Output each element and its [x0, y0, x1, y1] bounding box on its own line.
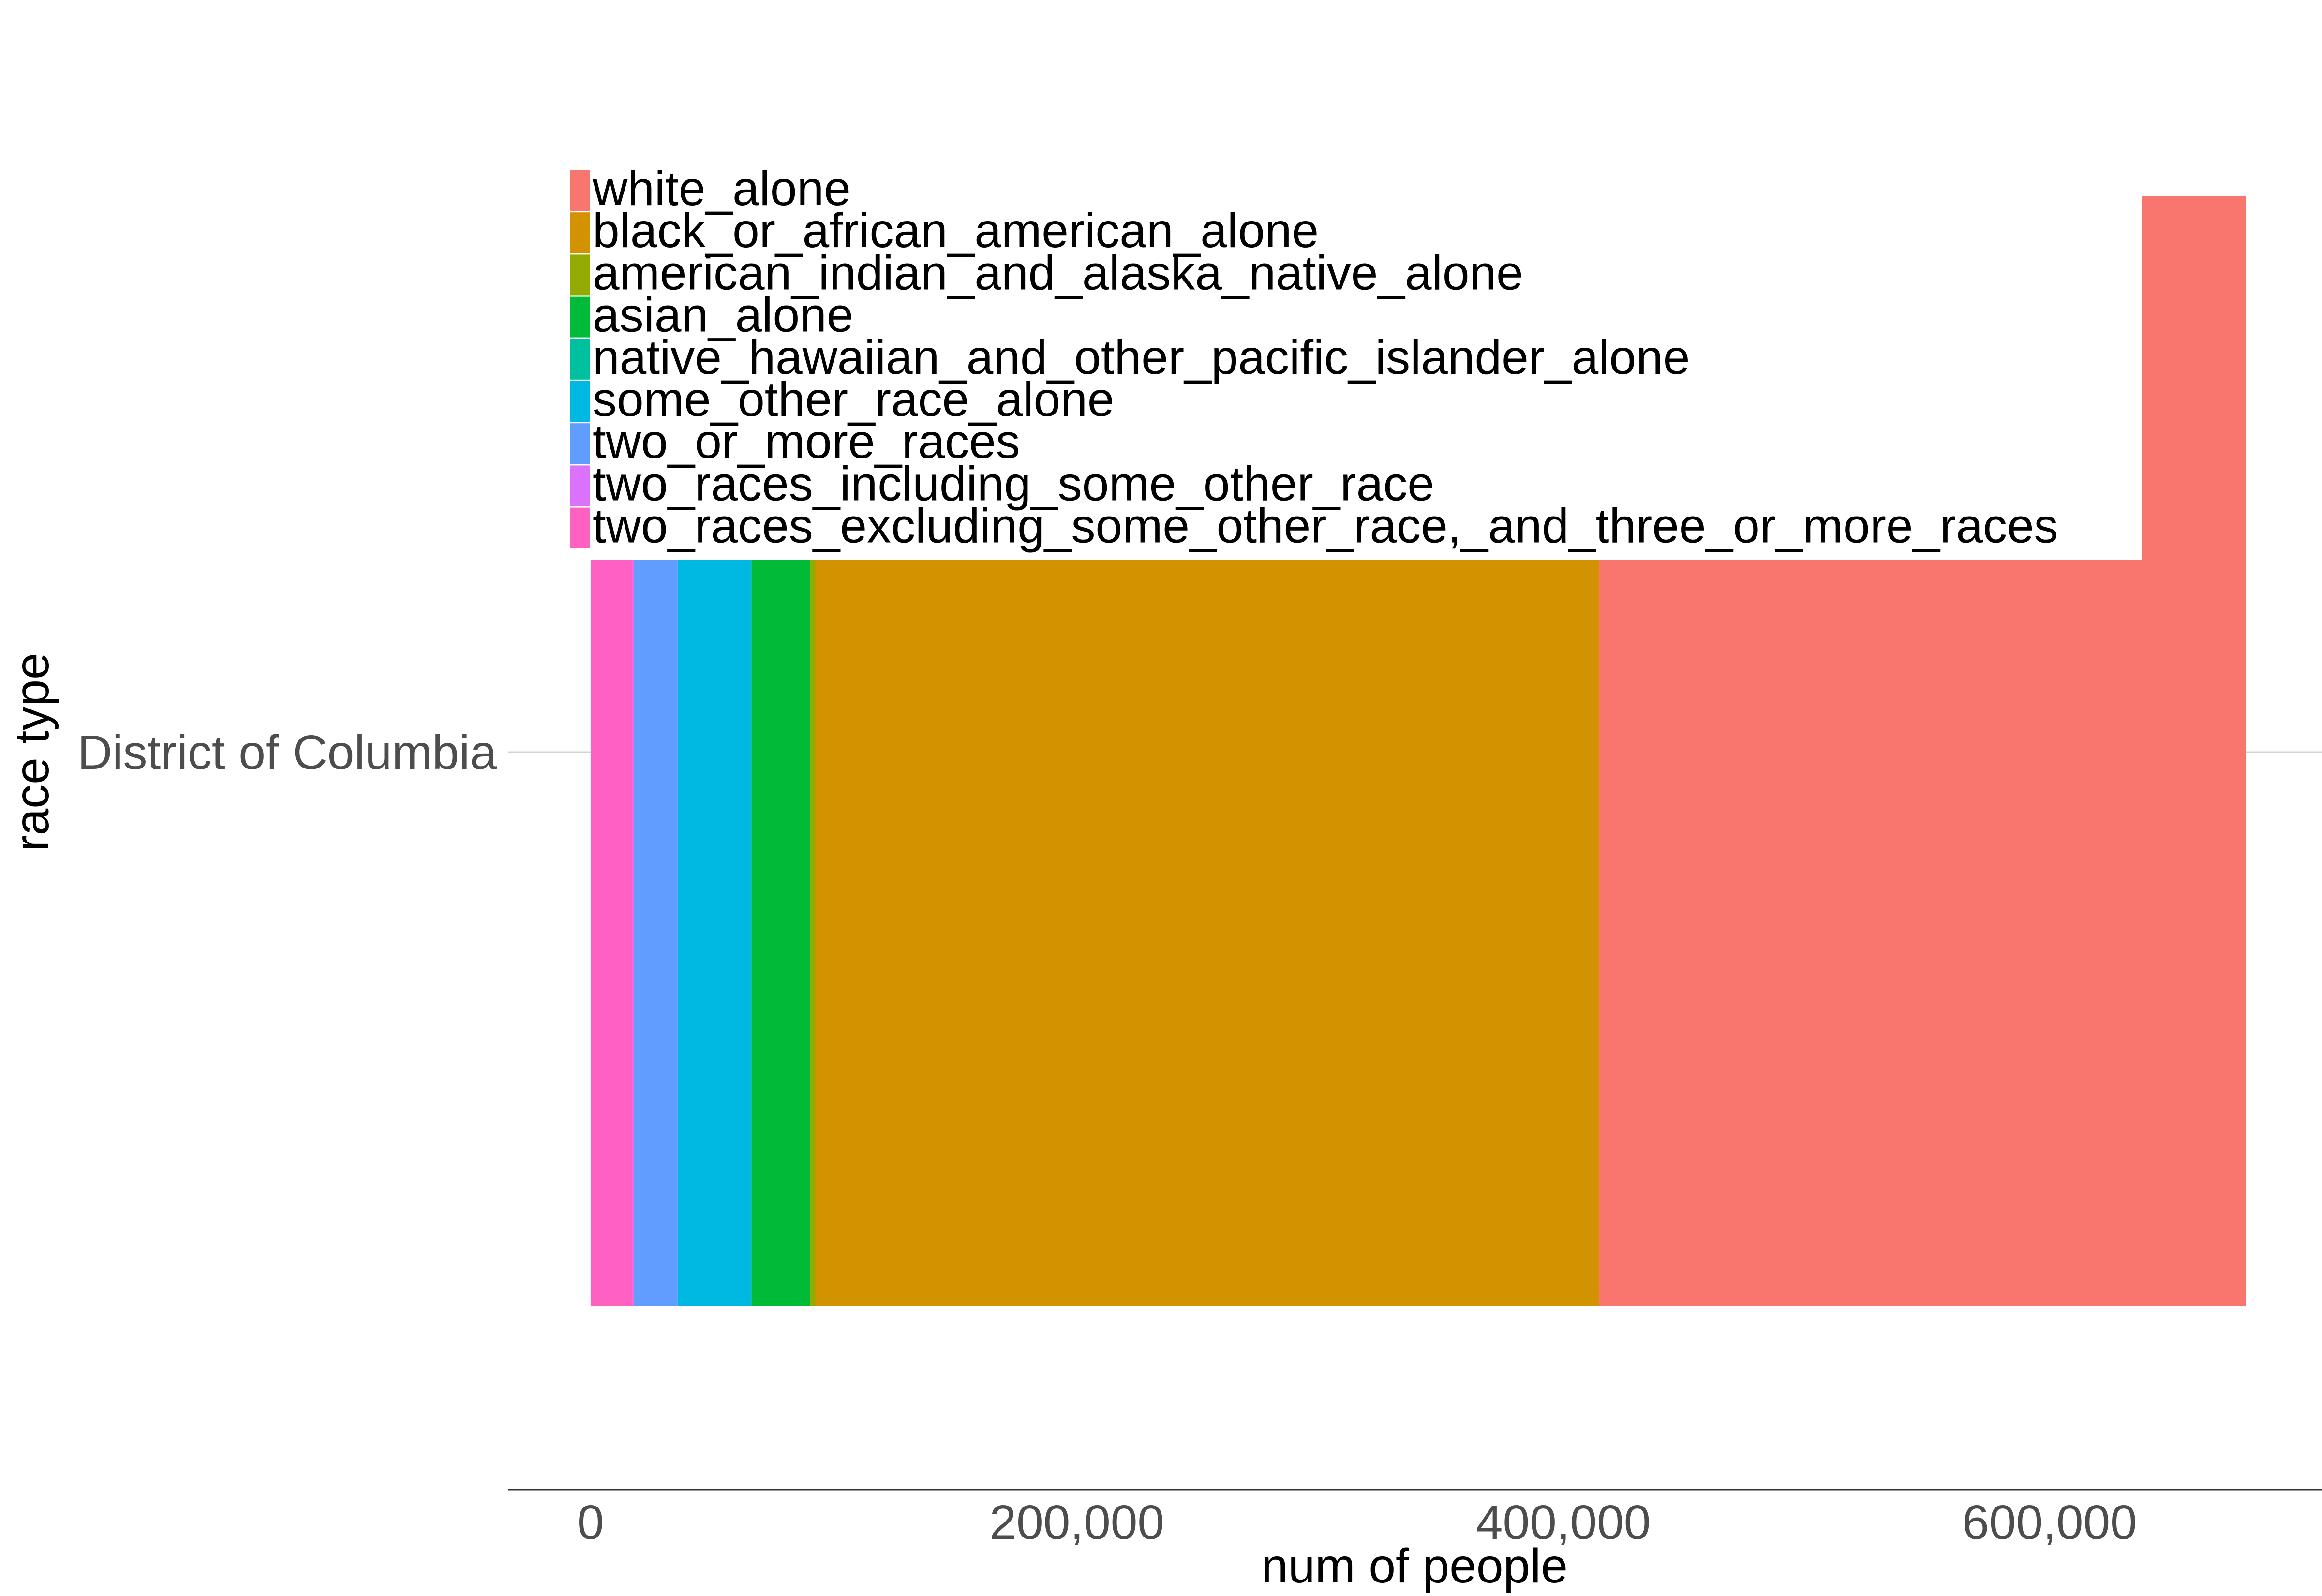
legend-background [563, 163, 2142, 560]
legend-label: two_races_excluding_some_other_race,_and… [593, 499, 2058, 553]
legend-swatch [570, 381, 590, 422]
x-axis-label: num of people [1261, 1539, 1568, 1593]
x-tick-label: 600,000 [1962, 1495, 2137, 1550]
legend-label: american_indian_and_alaska_native_alone [593, 246, 1523, 300]
legend-swatch [570, 339, 590, 380]
legend-label: two_races_including_some_other_race [593, 457, 1434, 511]
legend-swatch [570, 170, 590, 211]
x-axis-ticks: 0 200,000 400,000 600,000 [577, 1495, 2137, 1550]
legend-swatch [570, 212, 590, 253]
x-tick-label: 0 [577, 1495, 604, 1550]
legend-label: native_hawaiian_and_other_pacific_island… [593, 330, 1690, 384]
legend-swatch [570, 423, 590, 464]
y-axis-label: race type [5, 652, 59, 851]
y-axis-ticks: District of Columbia [77, 725, 497, 780]
legend-label: two_or_more_races [593, 414, 1020, 469]
y-tick-label: District of Columbia [77, 725, 497, 780]
x-tick-label: 400,000 [1476, 1495, 1651, 1550]
bar-segment-native-hawaiian-and-other-pacific-islander-alone [751, 196, 752, 1306]
bar-segment-american-indian-and-alaska-native-alone [810, 196, 816, 1306]
legend-label: black_or_african_american_alone [593, 204, 1319, 258]
bar-segment-two-races-including-some-other-race [632, 196, 634, 1306]
legend-swatch [570, 507, 590, 548]
legend-label: some_other_race_alone [593, 372, 1115, 427]
legend-swatch [570, 254, 590, 296]
legend-swatch [570, 465, 590, 506]
legend-label: white_alone [592, 162, 851, 216]
legend: white_aloneblack_or_african_american_alo… [563, 162, 2142, 560]
x-tick-label: 200,000 [990, 1495, 1164, 1550]
legend-swatch [570, 296, 590, 338]
legend-label: asian_alone [593, 288, 853, 342]
